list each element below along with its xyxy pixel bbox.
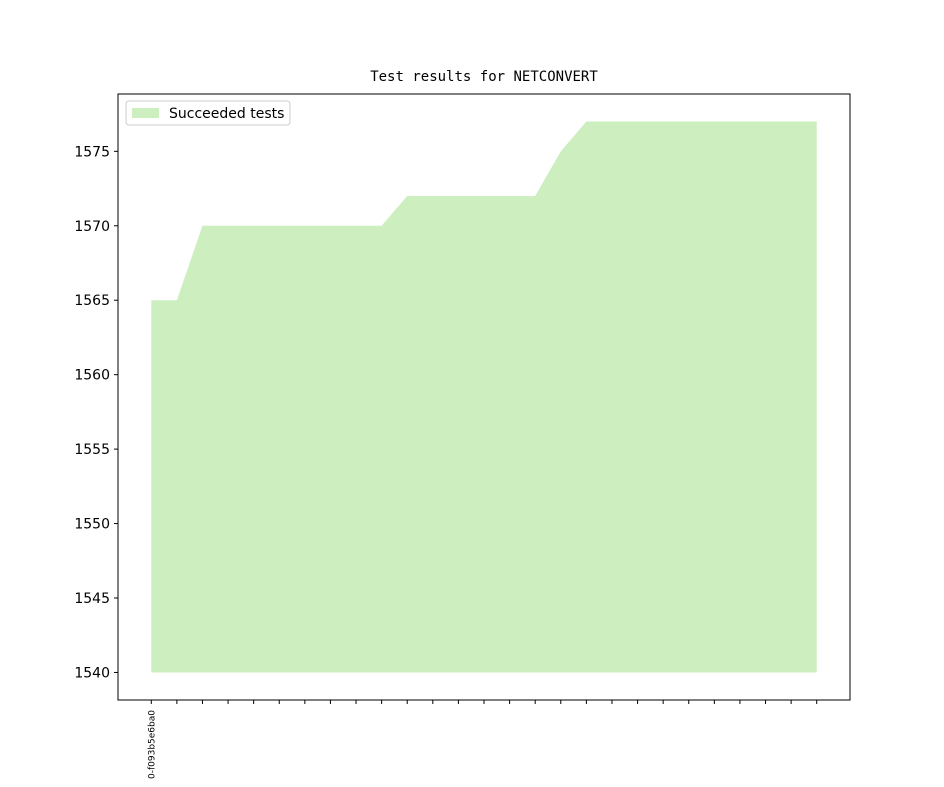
y-tick-label: 1560 xyxy=(74,368,110,384)
area xyxy=(151,121,817,673)
y-tick-label: 1570 xyxy=(74,219,110,235)
y-tick-label: 1545 xyxy=(74,591,110,607)
y-tick-label: 1575 xyxy=(74,144,110,160)
x-tick-label: 0-f093b5e6ba0 xyxy=(147,710,157,779)
legend-swatch xyxy=(132,108,159,118)
legend-frame xyxy=(125,100,291,126)
y-tick-label: 1565 xyxy=(74,293,110,309)
legend-label: Succeeded tests xyxy=(169,106,284,122)
y-tick-label: 1555 xyxy=(74,442,110,458)
y-tick-label: 1550 xyxy=(74,517,110,533)
chart-title: Test results for NETCONVERT xyxy=(370,69,598,85)
y-tick-label: 1540 xyxy=(74,665,110,681)
